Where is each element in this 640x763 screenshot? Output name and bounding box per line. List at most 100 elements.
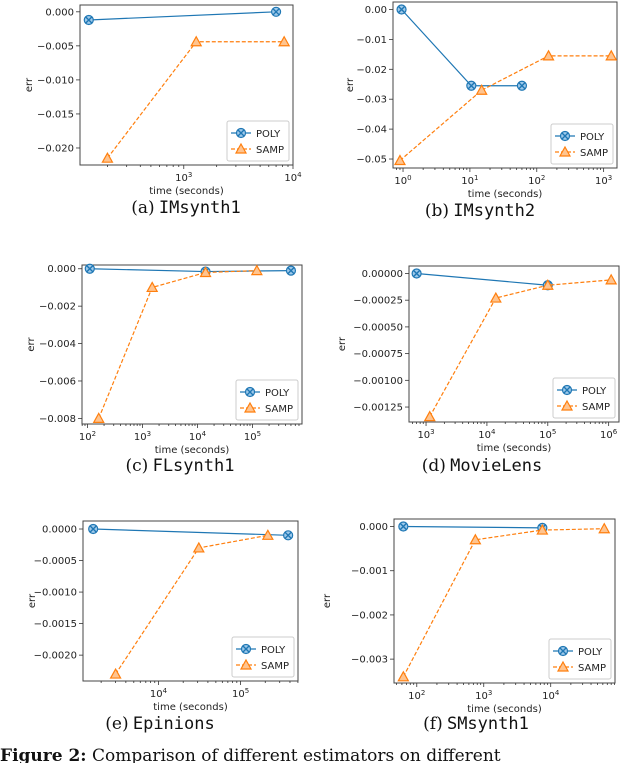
x-axis-label: time (seconds)	[467, 704, 542, 715]
legend: POLY SAMP	[235, 379, 299, 421]
samp-marker	[239, 658, 253, 670]
y-tick-label: −0.01	[356, 35, 387, 46]
poly-marker-cross	[237, 129, 245, 137]
samp-marker	[192, 541, 205, 553]
poly-marker-cross	[272, 8, 280, 16]
samp-marker	[475, 83, 488, 95]
y-tick-label: −0.0005	[34, 556, 77, 567]
y-tick-label: −0.020	[37, 143, 74, 154]
samp-marker	[605, 49, 618, 61]
poly-marker-cross	[413, 269, 421, 277]
x-axis-label: time (seconds)	[477, 443, 552, 454]
legend-label: SAMP	[261, 661, 289, 672]
x-tick-label: 104	[284, 171, 302, 184]
y-tick-label: −0.003	[351, 655, 388, 666]
poly-marker-cross	[85, 16, 93, 24]
y-axis-label: err	[322, 593, 333, 608]
series-line-samp	[399, 55, 612, 161]
caption-b: (b) IMsynth2	[425, 201, 535, 221]
legend-label: SAMP	[265, 404, 293, 415]
series-line-poly	[88, 11, 277, 21]
x-tick-label: 104	[150, 687, 168, 700]
y-tick-label: −0.002	[351, 610, 388, 621]
caption-f: (f) SMsynth1	[423, 714, 529, 734]
legend-label: POLY	[265, 388, 290, 399]
y-tick-label: −0.02	[356, 65, 387, 76]
samp-marker	[423, 410, 436, 422]
poly-marker-cross	[559, 647, 567, 655]
y-tick-label: −0.00025	[353, 296, 403, 307]
x-tick-label: 106	[600, 428, 618, 441]
caption-a: (a) IMsynth1	[131, 198, 241, 218]
poly-marker-cross	[246, 388, 254, 396]
caption-title: IMsynth1	[158, 198, 241, 218]
samp-marker	[199, 266, 212, 278]
x-tick-label: 103	[417, 428, 434, 441]
poly-marker-cross	[561, 132, 569, 140]
legend: POLY SAMP	[548, 638, 612, 680]
x-tick-label: 104	[542, 689, 560, 702]
x-tick-label: 103	[595, 174, 612, 187]
y-tick-label: −0.002	[39, 302, 76, 313]
samp-marker	[605, 273, 618, 285]
caption-title: FLsynth1	[152, 456, 235, 476]
caption-title: IMsynth2	[453, 201, 536, 221]
poly-marker-cross	[287, 267, 295, 275]
x-axis-label: time (seconds)	[468, 189, 543, 200]
caption-c: (c) FLsynth1	[126, 456, 235, 476]
caption-letter: (a)	[131, 198, 155, 218]
chart-Epinions: 104 105 0.0000 −0.0005 −0.0010 −0.0015 −0.0020…	[27, 520, 299, 713]
chart-FLsynth1: 102 103 104 105 0.000 −0.002 −0.004 −0.006 −0.00…	[26, 263, 303, 456]
y-tick-label: −0.001	[351, 566, 388, 577]
y-tick-label: 0.000	[45, 7, 74, 18]
x-tick-label: 104	[478, 428, 496, 441]
legend-label: SAMP	[578, 663, 606, 674]
y-tick-label: −0.03	[356, 95, 387, 106]
legend-label: SAMP	[582, 402, 610, 413]
y-tick-label: −0.00100	[353, 376, 403, 387]
y-tick-label: 0.000	[47, 264, 76, 275]
samp-marker	[243, 401, 257, 413]
samp-marker	[541, 278, 554, 290]
y-axis-label: err	[337, 336, 348, 351]
x-axis-label: time (seconds)	[155, 445, 230, 456]
x-tick-label: 102	[528, 174, 545, 187]
legend: POLY SAMP	[226, 120, 290, 162]
caption-e: (e) Epinions	[105, 714, 214, 734]
poly-marker-cross	[399, 523, 407, 531]
y-tick-label: −0.006	[39, 376, 76, 387]
caption-letter: (c)	[125, 456, 149, 476]
samp-marker	[397, 670, 410, 682]
poly-marker-cross	[398, 5, 406, 13]
y-tick-label: −0.00050	[353, 322, 403, 333]
caption-letter: (f)	[423, 714, 443, 734]
samp-marker	[556, 660, 570, 672]
poly-marker-cross	[86, 265, 94, 273]
y-tick-label: 0.0000	[42, 525, 77, 536]
poly-marker-cross	[467, 82, 475, 90]
samp-marker	[109, 667, 122, 679]
legend-label: SAMP	[580, 148, 608, 159]
y-tick-label: 0.00000	[362, 269, 403, 280]
chart-MovieLens: 103 104 105 106 0.00000 −0.00025 −0.00050 −0.00…	[337, 265, 620, 454]
poly-marker-cross	[89, 525, 97, 533]
y-axis-label: err	[24, 77, 35, 92]
y-tick-label: 0.00	[365, 5, 387, 16]
caption-title: MovieLens	[450, 456, 543, 476]
samp-marker	[261, 529, 274, 540]
y-tick-label: −0.00075	[353, 349, 403, 360]
x-tick-label: 104	[189, 430, 207, 443]
samp-marker	[190, 35, 203, 47]
x-tick-label: 103	[134, 430, 151, 443]
y-axis-label: err	[27, 593, 38, 608]
y-tick-label: −0.04	[356, 125, 387, 136]
samp-marker	[542, 49, 555, 61]
samp-marker	[393, 154, 406, 166]
samp-marker	[234, 142, 248, 154]
figure-caption-text: Comparison of different estimators on di…	[91, 746, 501, 763]
series-line-poly	[93, 528, 289, 536]
y-tick-label: −0.0015	[34, 619, 77, 630]
samp-marker	[469, 533, 482, 545]
y-tick-label: −0.010	[37, 75, 74, 86]
